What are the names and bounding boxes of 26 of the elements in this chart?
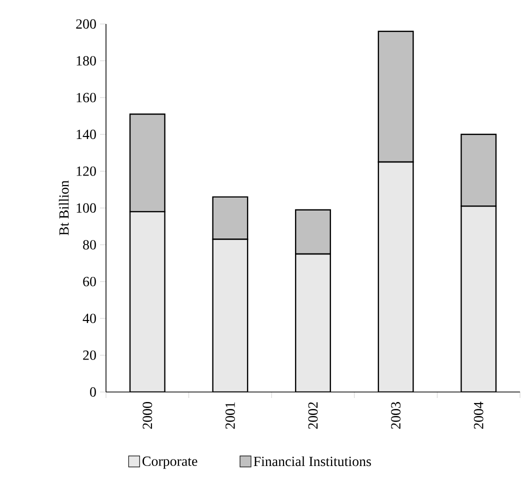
- bar: [212, 196, 248, 240]
- bar: [129, 211, 166, 392]
- y-tick-label: 180: [76, 56, 96, 66]
- y-tick-label: 60: [83, 276, 96, 286]
- x-tick-label: 2002: [308, 402, 318, 429]
- x-tick-label: 2003: [391, 402, 401, 429]
- y-tick-label: 160: [76, 92, 96, 102]
- bar: [295, 253, 331, 392]
- y-tick-label: 200: [76, 19, 96, 29]
- x-tick-label: 2004: [474, 402, 484, 429]
- y-tick-label: 40: [82, 314, 96, 324]
- y-tick-label: 20: [83, 350, 96, 360]
- legend-label: Financial Institutions: [254, 456, 371, 466]
- bar: [295, 209, 331, 255]
- legend-label: Corporate: [142, 456, 198, 469]
- y-tick-label: 140: [76, 130, 96, 140]
- y-axis-title: Bt Billion: [58, 180, 69, 236]
- x-tick-label: 2001: [225, 402, 235, 429]
- y-tick-label: 120: [76, 166, 96, 176]
- bar: [212, 238, 248, 392]
- y-tick-label: 100: [76, 203, 96, 213]
- y-tick-label: 80: [83, 240, 96, 250]
- bar: [378, 161, 414, 392]
- bar: [460, 206, 497, 392]
- x-tick-label: 2000: [142, 402, 152, 429]
- y-tick-label: 0: [90, 387, 96, 397]
